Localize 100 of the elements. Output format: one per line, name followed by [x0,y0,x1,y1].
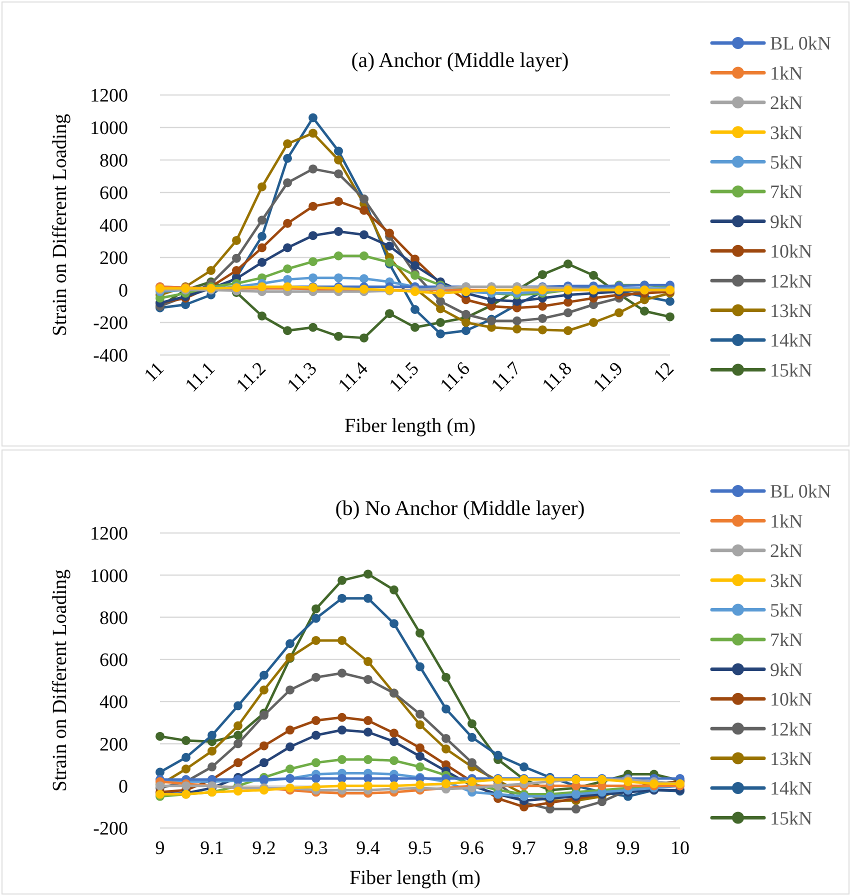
point [338,636,346,645]
y-tick-label: 800 [100,608,128,629]
point [538,302,547,311]
chart-title: (b) No Anchor (Middle layer) [335,496,585,520]
point [360,333,368,342]
point [182,752,190,762]
point [462,318,470,327]
legend-label: 5kN [770,152,803,174]
point [208,746,216,756]
x-tick-label: 10 [670,838,690,859]
point [390,737,398,746]
point [338,774,346,783]
legend-label: 14kN [770,778,812,800]
point [312,604,320,614]
point [308,164,318,174]
point [258,182,266,192]
point [390,585,398,594]
y-tick-label: 400 [100,692,128,714]
point [283,178,292,188]
point [308,273,318,282]
y-tick-label: 600 [100,650,128,672]
legend-label: BL 0kN [770,482,832,503]
point [640,306,649,316]
point [436,296,445,306]
point [308,202,318,211]
y-tick-label: 1200 [90,86,128,107]
point [385,228,394,238]
point [390,781,398,790]
point [410,261,420,270]
point [436,288,445,298]
point [416,720,424,730]
point [364,674,372,684]
point [234,721,242,730]
point [308,322,318,332]
point [364,774,372,783]
x-tick-label: 11.5 [385,358,424,396]
legend-label: 7kN [770,182,803,204]
point [494,750,502,760]
legend-label: 7kN [770,630,803,652]
point [390,728,398,738]
point [614,308,624,318]
x-tick-label: 11.7 [487,358,526,396]
point [312,782,320,792]
point [468,719,476,728]
point [416,762,424,772]
x-tick-label: 12 [650,358,678,387]
legend-label: 5kN [770,600,803,622]
point [206,266,216,275]
y-tick-label: 1200 [90,524,128,545]
point [334,156,343,164]
point [416,710,424,719]
point [260,758,268,768]
point [208,730,216,740]
y-tick-label: 200 [100,734,128,756]
point [234,758,242,768]
point [308,231,318,240]
point [286,726,294,735]
point [416,752,424,761]
point [442,672,450,682]
point [258,232,266,241]
point [564,260,572,268]
legend-label: 3kN [770,122,803,144]
point [312,672,320,682]
point [538,270,547,280]
legend-label: 1kN [770,63,803,84]
x-tick-label: 9.1 [200,838,224,859]
point [283,154,292,163]
y-tick-label: 800 [100,150,128,172]
point [338,781,346,790]
point [468,758,476,768]
x-tick-label: 11.8 [538,358,576,396]
x-tick-label: 11.9 [589,358,628,396]
y-tick-label: 0 [118,776,128,798]
y-tick-label: 200 [100,248,128,270]
point [312,614,320,623]
point [572,804,580,814]
point [462,310,470,319]
point [312,636,320,645]
legend-label: 13kN [770,300,812,322]
point [260,741,268,750]
y-axis-title: Strain on Different Loading [49,569,71,792]
point [334,196,343,206]
chart-title: (a) Anchor (Middle layer) [351,48,569,72]
point [234,730,242,740]
point [234,739,242,748]
point [468,732,476,742]
point [338,755,346,764]
point [538,325,547,334]
x-tick-label: 9.3 [304,838,328,859]
point [258,216,266,225]
y-tick-label: 400 [100,216,128,237]
point [416,628,424,638]
y-tick-label: -200 [93,818,128,840]
point [308,128,318,138]
point [234,701,242,710]
x-tick-label: 9.7 [512,838,536,859]
point [360,274,368,284]
point [385,242,394,251]
point [258,258,266,267]
point [598,797,606,806]
